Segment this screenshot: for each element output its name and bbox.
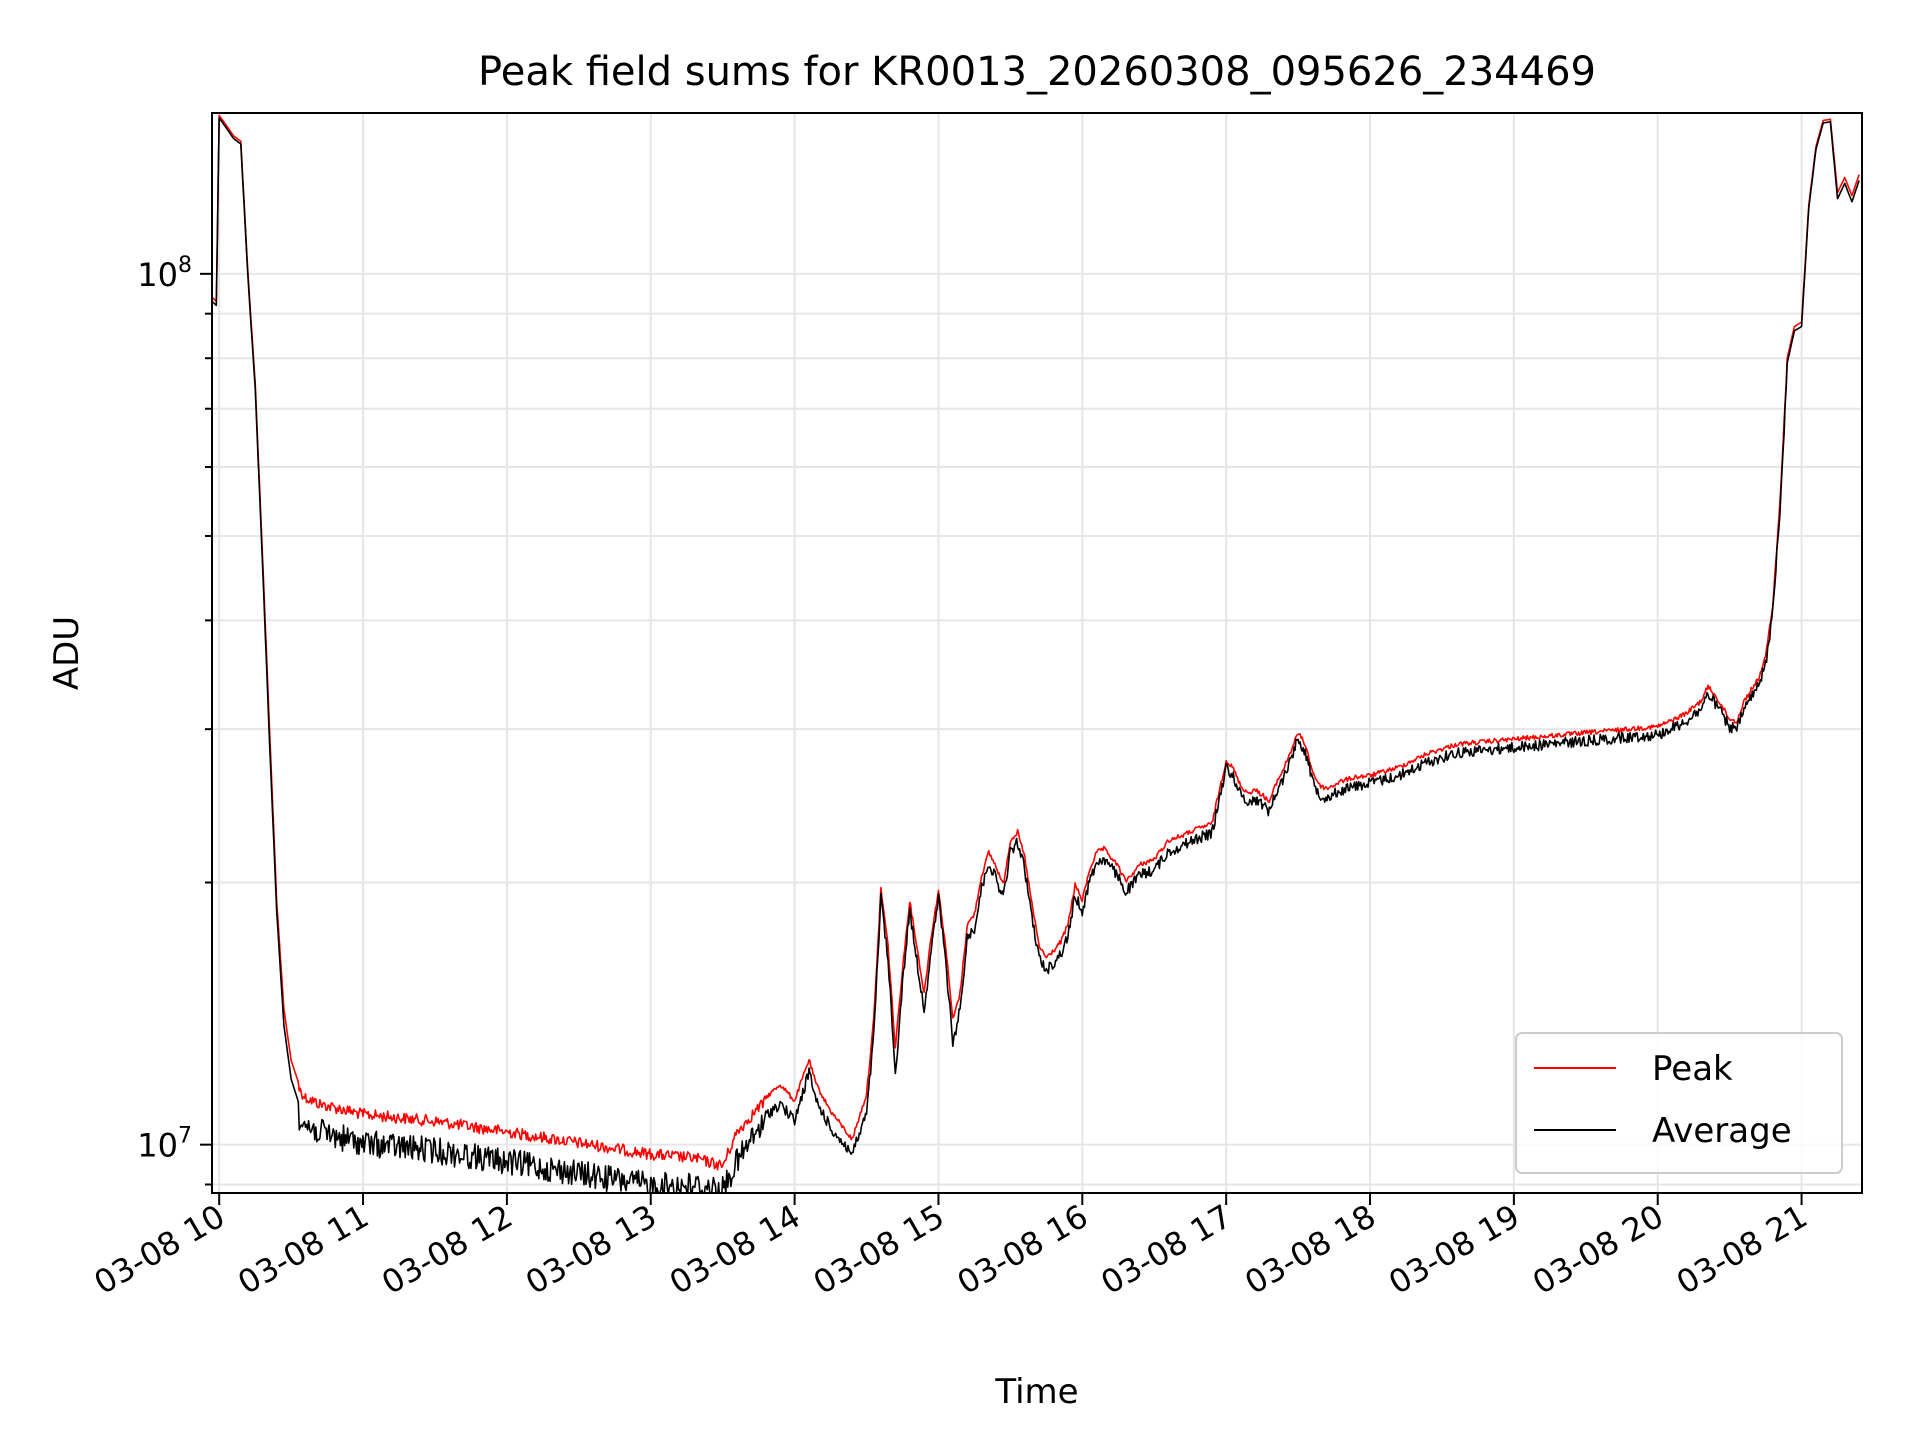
legend-label-peak: Peak xyxy=(1652,1049,1733,1089)
legend: Peak Average xyxy=(1515,1032,1843,1174)
grid xyxy=(212,113,1862,1193)
y-axis-label: ADU xyxy=(47,616,87,690)
plot-frame xyxy=(211,112,1863,1194)
y-tick-label: 108 xyxy=(137,253,192,294)
y-axis: 107 108 xyxy=(137,253,212,1186)
chart-title: Peak field sums for KR0013_20260308_0956… xyxy=(478,49,1596,95)
x-axis-label: Time xyxy=(994,1372,1078,1412)
series-line-average xyxy=(212,117,1860,1193)
y-tick-label: 107 xyxy=(137,1124,192,1165)
legend-label-average: Average xyxy=(1652,1111,1792,1151)
series-layer xyxy=(212,114,1860,1193)
series-line-peak xyxy=(212,114,1860,1171)
